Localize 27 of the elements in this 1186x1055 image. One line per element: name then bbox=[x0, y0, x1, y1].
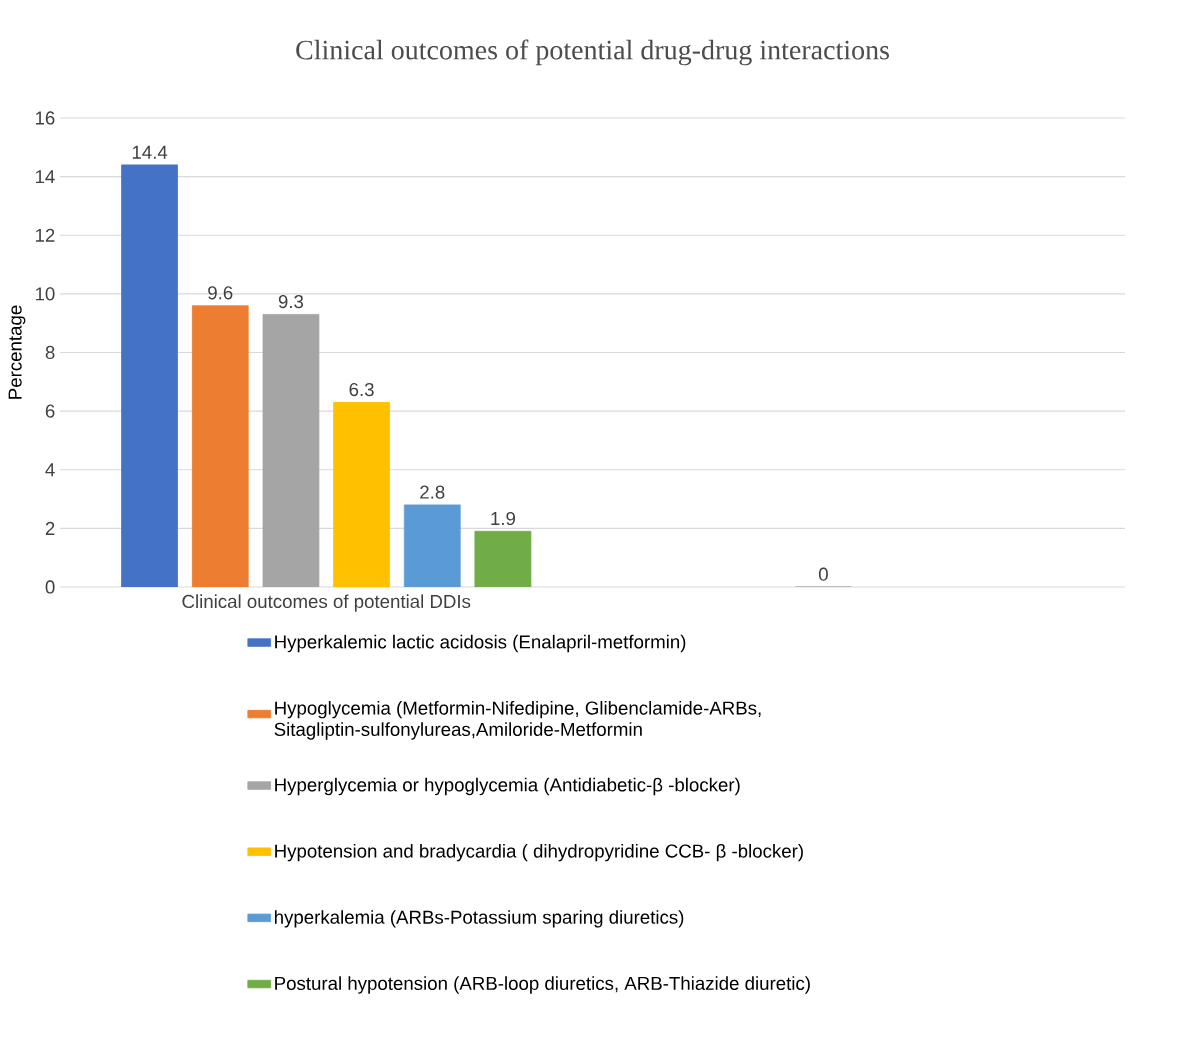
legend-label: Postural hypotension (ARB-loop diuretics, ARB-Thiazide diuretic) bbox=[275, 976, 810, 994]
y-tick-label: 8 bbox=[45, 345, 55, 360]
y-tick-label: 10 bbox=[35, 287, 55, 301]
y-tick-label: 6 bbox=[45, 404, 55, 418]
legend-label: Hypotension and bradycardia ( dihydropyridine CCB- β -blocker) bbox=[275, 843, 803, 862]
chart-title: Clinical outcomes of potential drug-drug interactions bbox=[296, 39, 889, 66]
legend-label: Hypoglycemia (Metformin-Nifedipine, Glibenclamide-ARBs, Sitagliptin-sulfonylureas,Amiloride-Metformin bbox=[274, 700, 761, 740]
data-label: 14.4 bbox=[132, 145, 168, 159]
data-label: 1.9 bbox=[491, 511, 516, 526]
y-tick-label: 16 bbox=[35, 111, 55, 125]
legend-label: hyperkalemia (ARBs-Potassium sparing diuretics) bbox=[274, 910, 684, 928]
bar bbox=[262, 313, 320, 587]
y-tick-label: 4 bbox=[45, 463, 55, 477]
y-tick-label: 2 bbox=[45, 521, 55, 535]
data-label: 6.3 bbox=[349, 382, 374, 397]
y-tick-label: 0 bbox=[45, 580, 55, 594]
data-label: 2.8 bbox=[420, 485, 445, 499]
x-tick-label: Clinical outcomes of potential DDIs bbox=[182, 594, 471, 612]
y-tick-label: 14 bbox=[35, 170, 55, 184]
y-tick-label: 12 bbox=[35, 228, 55, 242]
data-label: 9.3 bbox=[278, 294, 304, 309]
data-label: 9.6 bbox=[208, 286, 233, 300]
bar bbox=[191, 305, 249, 587]
legend-label: Hyperglycemia or hypoglycemia (Antidiabetic-β -blocker) bbox=[275, 777, 740, 796]
data-label: 0 bbox=[818, 567, 828, 581]
y-axis-title: Percentage bbox=[8, 305, 26, 399]
legend-label: Hyperkalemic lactic acidosis (Enalapril-metformin) bbox=[275, 634, 686, 653]
